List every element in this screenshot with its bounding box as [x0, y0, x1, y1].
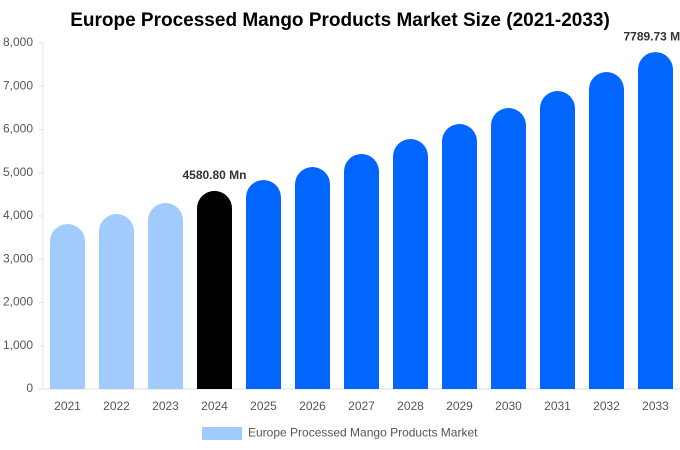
x-tick-label: 2033 — [642, 399, 669, 413]
y-tick-label: 4,000 — [3, 208, 33, 222]
value-label: 7789.73 Mn — [623, 29, 680, 43]
legend-label: Europe Processed Mango Products Market — [248, 426, 478, 440]
bar — [491, 108, 526, 389]
x-tick-label: 2029 — [446, 399, 473, 413]
x-tick-label: 2030 — [495, 399, 522, 413]
x-tick-label: 2028 — [397, 399, 424, 413]
x-tick-label: 2023 — [152, 399, 179, 413]
bar — [589, 72, 624, 389]
y-tick-label: 8,000 — [3, 35, 33, 49]
bar — [148, 203, 183, 389]
bar — [540, 91, 575, 389]
y-tick-label: 2,000 — [3, 295, 33, 309]
value-label: 4580.80 Mn — [182, 168, 246, 182]
bar — [50, 224, 85, 389]
bar — [442, 124, 477, 389]
x-tick-label: 2024 — [201, 399, 228, 413]
x-tick-label: 2021 — [54, 399, 81, 413]
y-tick-label: 1,000 — [3, 338, 33, 352]
bar — [99, 214, 134, 389]
bar — [246, 180, 281, 389]
y-tick-label: 5,000 — [3, 165, 33, 179]
x-tick-label: 2032 — [593, 399, 620, 413]
x-tick-label: 2025 — [250, 399, 277, 413]
bar — [393, 139, 428, 389]
x-tick-label: 2026 — [299, 399, 326, 413]
y-tick-label: 7,000 — [3, 78, 33, 92]
y-tick-label: 3,000 — [3, 251, 33, 265]
y-tick-label: 0 — [26, 381, 33, 395]
x-tick-label: 2027 — [348, 399, 375, 413]
bar — [638, 52, 673, 389]
chart-title: Europe Processed Mango Products Market S… — [70, 10, 610, 31]
y-tick-label: 6,000 — [3, 122, 33, 136]
x-tick-label: 2031 — [544, 399, 571, 413]
x-tick-label: 2022 — [103, 399, 130, 413]
bar — [295, 166, 330, 389]
bar — [344, 153, 379, 389]
legend-swatch — [202, 427, 242, 440]
bar — [197, 190, 232, 389]
